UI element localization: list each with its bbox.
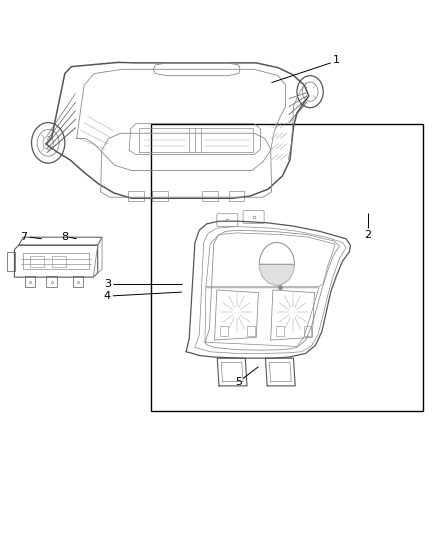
Bar [202,191,218,201]
Bar [52,256,66,266]
Text: 8: 8 [61,232,68,242]
Bar [128,191,144,201]
Text: 4: 4 [104,291,111,301]
Bar [7,252,15,271]
Bar [276,326,284,336]
Bar [304,326,311,336]
Bar [229,191,244,201]
Text: 7: 7 [21,232,28,242]
Bar [151,124,423,411]
Wedge shape [259,264,294,285]
Bar [73,276,83,287]
Bar [23,253,89,269]
Text: 5: 5 [235,377,242,387]
Text: 1: 1 [333,55,340,64]
Text: 2: 2 [364,230,371,239]
Bar [152,191,168,201]
Text: 3: 3 [104,279,111,288]
Bar [25,276,35,287]
Bar [46,276,57,287]
Bar [247,326,255,336]
Bar [220,326,228,336]
Bar [30,256,44,266]
